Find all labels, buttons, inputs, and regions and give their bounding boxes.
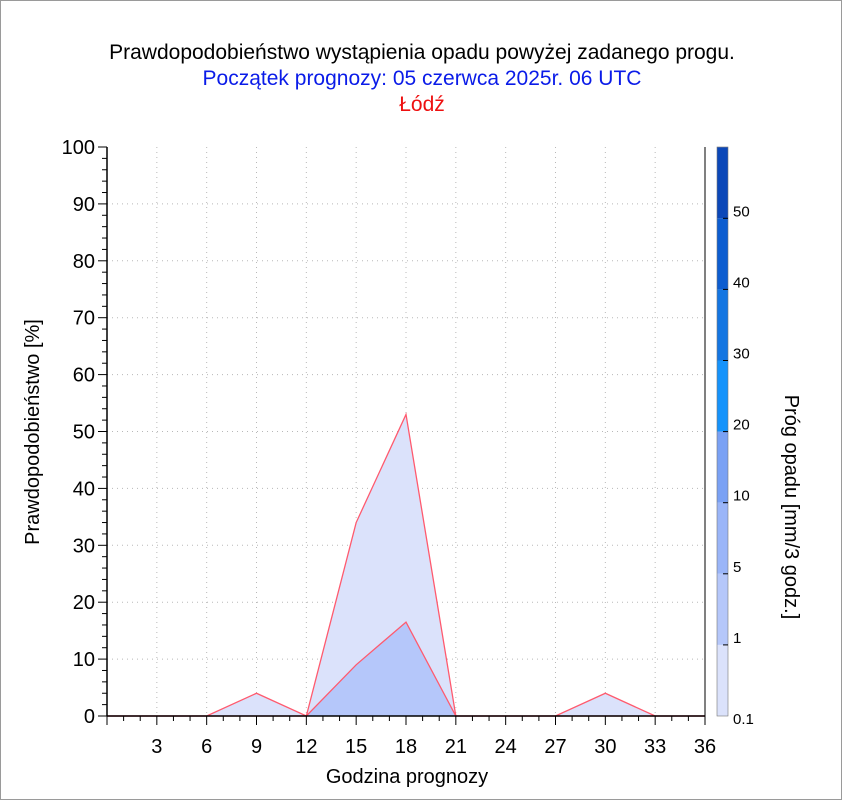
y-tick-label: 90 xyxy=(73,194,95,216)
series-areas xyxy=(107,412,705,717)
y-axis-label: Prawdopodobieństwo [%] xyxy=(22,319,44,545)
colorbar-tick-label: 30 xyxy=(733,346,750,363)
forecast-start: Początek prognozy: 05 czerwca 2025r. 06 … xyxy=(202,67,642,90)
y-tick-label: 60 xyxy=(73,365,95,387)
series-area-1 xyxy=(107,622,705,716)
x-tick-label: 24 xyxy=(495,736,517,758)
colorbar-segment xyxy=(717,360,728,432)
x-tick-label: 9 xyxy=(251,736,262,758)
x-tick-label: 15 xyxy=(345,736,367,758)
x-tick-label: 3 xyxy=(151,736,162,758)
x-tick-label: 30 xyxy=(594,736,616,758)
colorbar-segment xyxy=(717,502,728,574)
y-tick-label: 40 xyxy=(73,478,95,500)
location-name: Łódź xyxy=(399,93,445,116)
x-tick-label: 12 xyxy=(295,736,317,758)
colorbar-label: Próg opadu [mm/3 godz.] xyxy=(780,395,802,620)
x-tick-label: 36 xyxy=(694,736,716,758)
colorbar-segment xyxy=(717,289,728,361)
colorbar-tick-label: 10 xyxy=(733,488,750,505)
colorbar-tick-label: 20 xyxy=(733,417,750,434)
colorbar-segment xyxy=(717,573,728,645)
x-tick-label: 6 xyxy=(201,736,212,758)
colorbar: 0.1 1 5 10 20 30 40 50 xyxy=(716,146,754,728)
y-tick-label: 70 xyxy=(73,308,95,330)
y-tick-label: 0 xyxy=(84,706,95,728)
series-area-0.1 xyxy=(107,414,705,716)
x-tick-label: 21 xyxy=(445,736,467,758)
colorbar-tick-label: 50 xyxy=(733,203,750,220)
y-tick-label: 10 xyxy=(73,649,95,671)
colorbar-segment xyxy=(717,431,728,503)
colorbar-tick-label: 40 xyxy=(733,274,750,291)
colorbar-tick-label: 0.1 xyxy=(733,711,754,728)
colorbar-segment xyxy=(717,147,728,219)
y-tick-label: 20 xyxy=(73,592,95,614)
x-tick-label: 33 xyxy=(644,736,666,758)
y-tick-label: 80 xyxy=(73,251,95,273)
x-tick-label: 27 xyxy=(544,736,566,758)
x-axis-label: Godzina prognozy xyxy=(326,766,488,788)
colorbar-segment xyxy=(717,644,728,716)
colorbar-segment xyxy=(717,218,728,290)
chart-title: Prawdopodobieństwo wystąpienia opadu pow… xyxy=(109,41,735,64)
x-tick-label: 18 xyxy=(395,736,417,758)
y-tick-label: 50 xyxy=(73,422,95,444)
colorbar-tick-label: 5 xyxy=(733,559,741,576)
y-tick-label: 100 xyxy=(62,137,95,159)
colorbar-tick-label: 1 xyxy=(733,630,741,647)
y-tick-label: 30 xyxy=(73,535,95,557)
